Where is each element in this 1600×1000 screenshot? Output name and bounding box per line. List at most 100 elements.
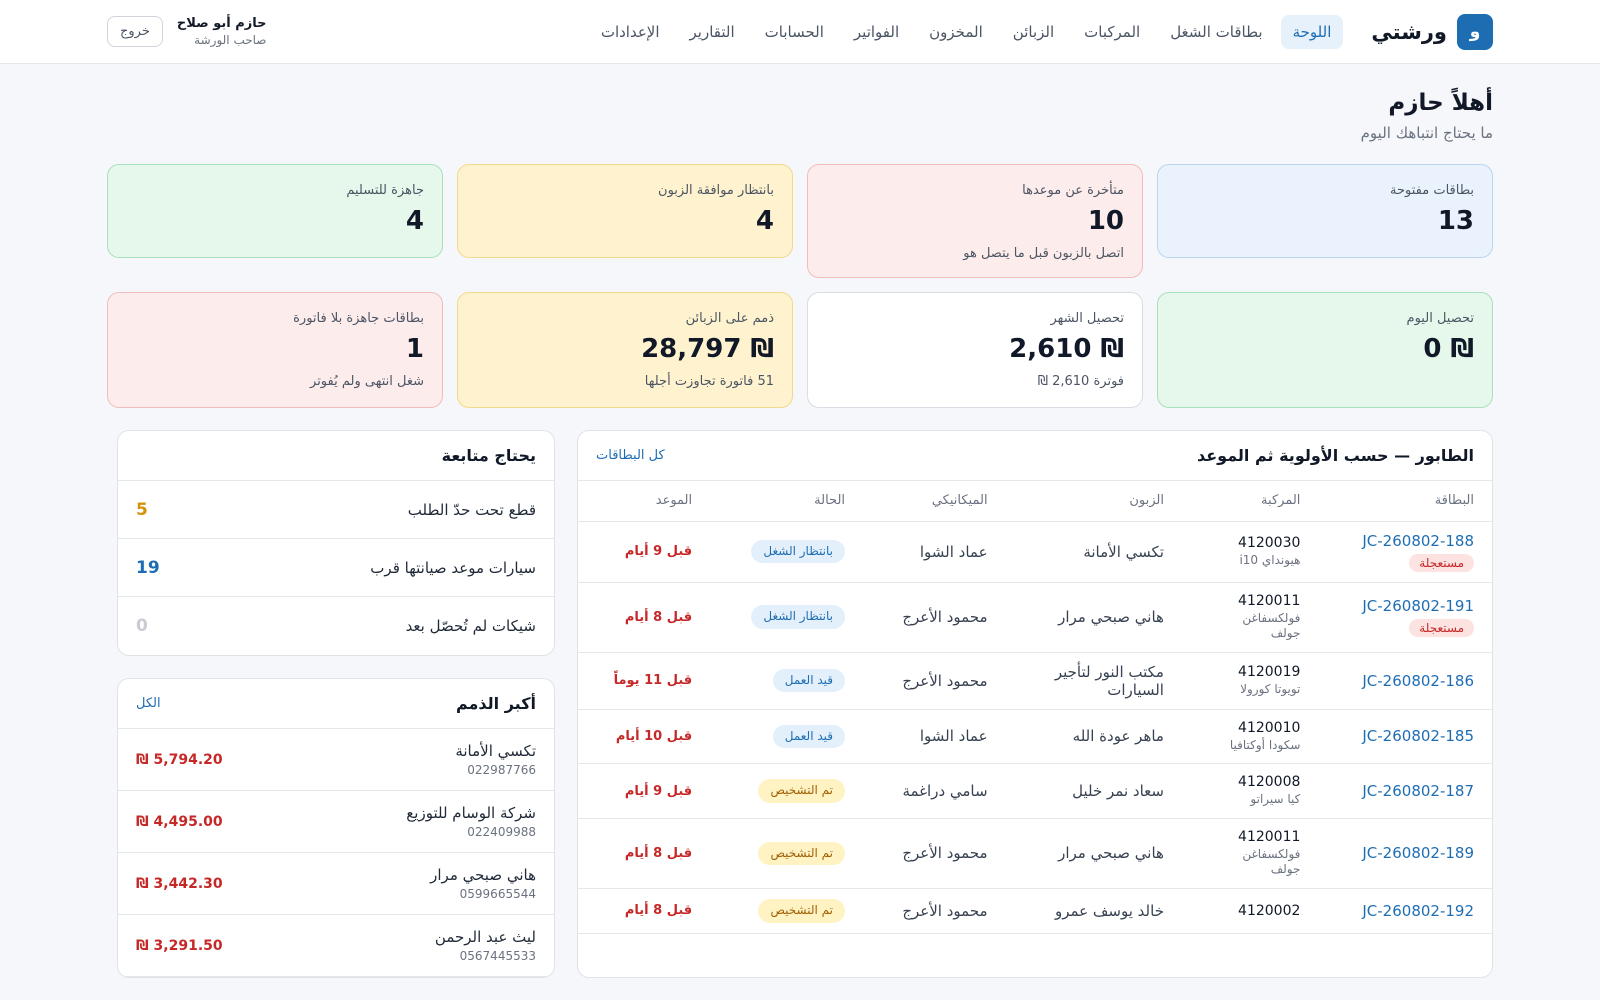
status-badge: تم التشخيص	[758, 779, 846, 803]
stat-today-collection[interactable]: تحصيل اليوم ₪ 0	[1157, 292, 1493, 408]
mechanic-name: عماد الشوا	[863, 521, 1006, 583]
table-row[interactable]: JC-260802-188 مستعجلة 4120030 هيونداي i1…	[578, 521, 1492, 583]
top-debts-header: أكبر الذمم الكل	[118, 679, 554, 729]
user-area: حازم أبو صلاح صاحب الورشة خروج	[107, 16, 267, 47]
status-badge: تم التشخيص	[758, 899, 846, 923]
stat-label: بطاقات جاهزة بلا فاتورة	[293, 311, 424, 326]
follow-label: سيارات موعد صيانتها قرب	[370, 558, 536, 577]
mechanic-name: محمود الأعرج	[863, 582, 1006, 653]
stat-label: تحصيل الشهر	[1050, 311, 1124, 326]
stat-awaiting-approval[interactable]: بانتظار موافقة الزبون 4	[457, 164, 793, 258]
vehicle-plate: 4120010	[1238, 719, 1301, 736]
due-date: قبل 10 أيام	[578, 709, 711, 765]
debtor-phone: 022409988	[467, 825, 536, 839]
list-item[interactable]: ليث عبد الرحمن 0567445533 ₪ 3,291.50	[118, 915, 554, 977]
card-id-link[interactable]: JC-260802-188	[1362, 531, 1474, 550]
column-card: البطاقة	[1318, 481, 1492, 522]
nav-vehicles[interactable]: المركبات	[1084, 22, 1141, 41]
table-row[interactable]: JC-260802-189 4120011 فولكسفاغن جولف هان…	[578, 818, 1492, 890]
stat-note: فوترة 2,610 ₪	[1037, 374, 1124, 389]
debtor-name: ليث عبد الرحمن	[434, 928, 536, 946]
all-cards-link[interactable]: كل البطاقات	[596, 448, 665, 463]
vehicle-model: تويوتا كورولا	[1240, 681, 1301, 696]
queue-header: الطابور — حسب الأولوية ثم الموعد كل البط…	[578, 431, 1492, 481]
nav-settings[interactable]: الإعدادات	[600, 22, 660, 41]
card-id-link[interactable]: JC-260802-192	[1362, 901, 1474, 920]
stat-label: تحصيل اليوم	[1406, 311, 1474, 326]
main-nav: اللوحة بطاقات الشغل المركبات الزبائن الم…	[589, 14, 1344, 49]
main-content: أهلاً حازم ما يحتاج انتباهك اليوم بطاقات…	[0, 64, 1600, 978]
nav-customers[interactable]: الزبائن	[1012, 22, 1055, 41]
brand-name: ورشتي	[1371, 19, 1447, 44]
due-date: قبل 8 أيام	[578, 818, 711, 890]
follow-label: قطع تحت حدّ الطلب	[407, 500, 536, 519]
logout-button[interactable]: خروج	[107, 16, 163, 47]
table-row[interactable]: JC-260802-187 4120008 كيا سيراتو سعاد نم…	[578, 763, 1492, 819]
stat-value: 4	[405, 206, 424, 236]
user-role: صاحب الورشة	[194, 33, 267, 47]
user-name: حازم أبو صلاح	[176, 16, 267, 31]
debtor-name: تكسي الأمانة	[455, 742, 536, 760]
debt-amount: ₪ 5,794.20	[136, 751, 223, 768]
due-date: قبل 9 أيام	[578, 521, 711, 583]
list-item[interactable]: شركة الوسام للتوزيع 022409988 ₪ 4,495.00	[118, 791, 554, 853]
follow-item-low-stock[interactable]: قطع تحت حدّ الطلب 5	[118, 481, 554, 539]
nav-accounts[interactable]: الحسابات	[764, 22, 824, 41]
mechanic-name: سامي دراغمة	[863, 763, 1006, 819]
card-id-link[interactable]: JC-260802-191	[1362, 597, 1474, 616]
nav-job-cards[interactable]: بطاقات الشغل	[1170, 22, 1263, 41]
vehicle-plate: 4120002	[1238, 902, 1301, 919]
nav-invoices[interactable]: الفواتير	[853, 22, 900, 41]
follow-count: 5	[136, 499, 148, 520]
table-row[interactable]: JC-260802-185 4120010 سكودا أوكتافيا ماه…	[578, 709, 1492, 765]
vehicle-model: فولكسفاغن جولف	[1242, 846, 1301, 877]
follow-item-service-due[interactable]: سيارات موعد صيانتها قرب 19	[118, 539, 554, 597]
stat-receivables[interactable]: ذمم على الزبائن ₪ 28,797 51 فاتورة تجاوز…	[457, 292, 793, 408]
stat-label: ذمم على الزبائن	[685, 311, 774, 326]
table-row[interactable]: JC-260802-192 4120002 خالد يوسف عمرو محم…	[578, 888, 1492, 934]
queue-panel: الطابور — حسب الأولوية ثم الموعد كل البط…	[577, 430, 1493, 978]
stat-ready-delivery[interactable]: جاهزة للتسليم 4	[107, 164, 443, 258]
status-badge: بانتظار الشغل	[751, 605, 846, 629]
page-title: أهلاً حازم	[1388, 90, 1493, 116]
all-debts-link[interactable]: الكل	[136, 696, 161, 711]
table-row[interactable]: JC-260802-191 مستعجلة 4120011 فولكسفاغن …	[578, 582, 1492, 653]
stat-value: ₪ 2,610	[1009, 334, 1124, 364]
nav-inventory[interactable]: المخزون	[929, 22, 983, 41]
urgent-badge: مستعجلة	[1409, 553, 1474, 572]
debtor-phone: 0567445533	[459, 949, 536, 963]
card-id-link[interactable]: JC-260802-189	[1362, 844, 1474, 863]
card-id-link[interactable]: JC-260802-185	[1362, 727, 1474, 746]
customer-name: مكتب النور لتأجير السيارات	[1005, 652, 1182, 710]
brand[interactable]: و ورشتي	[1371, 13, 1493, 50]
list-item[interactable]: هاني صبحي مرار 0599665544 ₪ 3,442.30	[118, 853, 554, 915]
brand-and-nav: و ورشتي اللوحة بطاقات الشغل المركبات الز…	[589, 13, 1493, 50]
mechanic-name: محمود الأعرج	[863, 888, 1006, 934]
debtor-phone: 022987766	[467, 763, 536, 777]
stat-month-collection[interactable]: تحصيل الشهر ₪ 2,610 فوترة 2,610 ₪	[807, 292, 1143, 408]
debt-amount: ₪ 4,495.00	[136, 813, 223, 830]
nav-reports[interactable]: التقارير	[689, 22, 735, 41]
card-id-link[interactable]: JC-260802-187	[1362, 782, 1474, 801]
stat-open-cards[interactable]: بطاقات مفتوحة 13	[1157, 164, 1493, 258]
customer-name: خالد يوسف عمرو	[1005, 888, 1182, 934]
stat-label: بطاقات مفتوحة	[1390, 183, 1474, 198]
follow-item-uncollected-checks[interactable]: شيكات لم تُحصّل بعد 0	[118, 597, 554, 655]
user-info: حازم أبو صلاح صاحب الورشة	[177, 16, 267, 47]
queue-title: الطابور — حسب الأولوية ثم الموعد	[1196, 446, 1474, 465]
list-item[interactable]: تكسي الأمانة 022987766 ₪ 5,794.20	[118, 729, 554, 791]
stat-value: 13	[1437, 206, 1474, 236]
column-vehicle: المركبة	[1181, 481, 1319, 522]
stat-label: بانتظار موافقة الزبون	[658, 183, 774, 198]
table-row[interactable]: JC-260802-186 4120019 تويوتا كورولا مكتب…	[578, 652, 1492, 710]
vehicle-plate: 4120019	[1238, 663, 1301, 680]
nav-dashboard[interactable]: اللوحة	[1280, 14, 1344, 49]
follow-up-header: يحتاج متابعة	[118, 431, 554, 481]
vehicle-plate: 4120008	[1238, 774, 1301, 791]
stat-uninvoiced[interactable]: بطاقات جاهزة بلا فاتورة 1 شغل انتهى ولم …	[107, 292, 443, 408]
card-id-link[interactable]: JC-260802-186	[1362, 671, 1474, 690]
stat-overdue[interactable]: متأخرة عن موعدها 10 اتصل بالزبون قبل ما …	[807, 164, 1143, 278]
vehicle-plate: 4120011	[1238, 828, 1301, 845]
vehicle-plate: 4120030	[1238, 534, 1301, 551]
status-badge: قيد العمل	[772, 668, 846, 693]
